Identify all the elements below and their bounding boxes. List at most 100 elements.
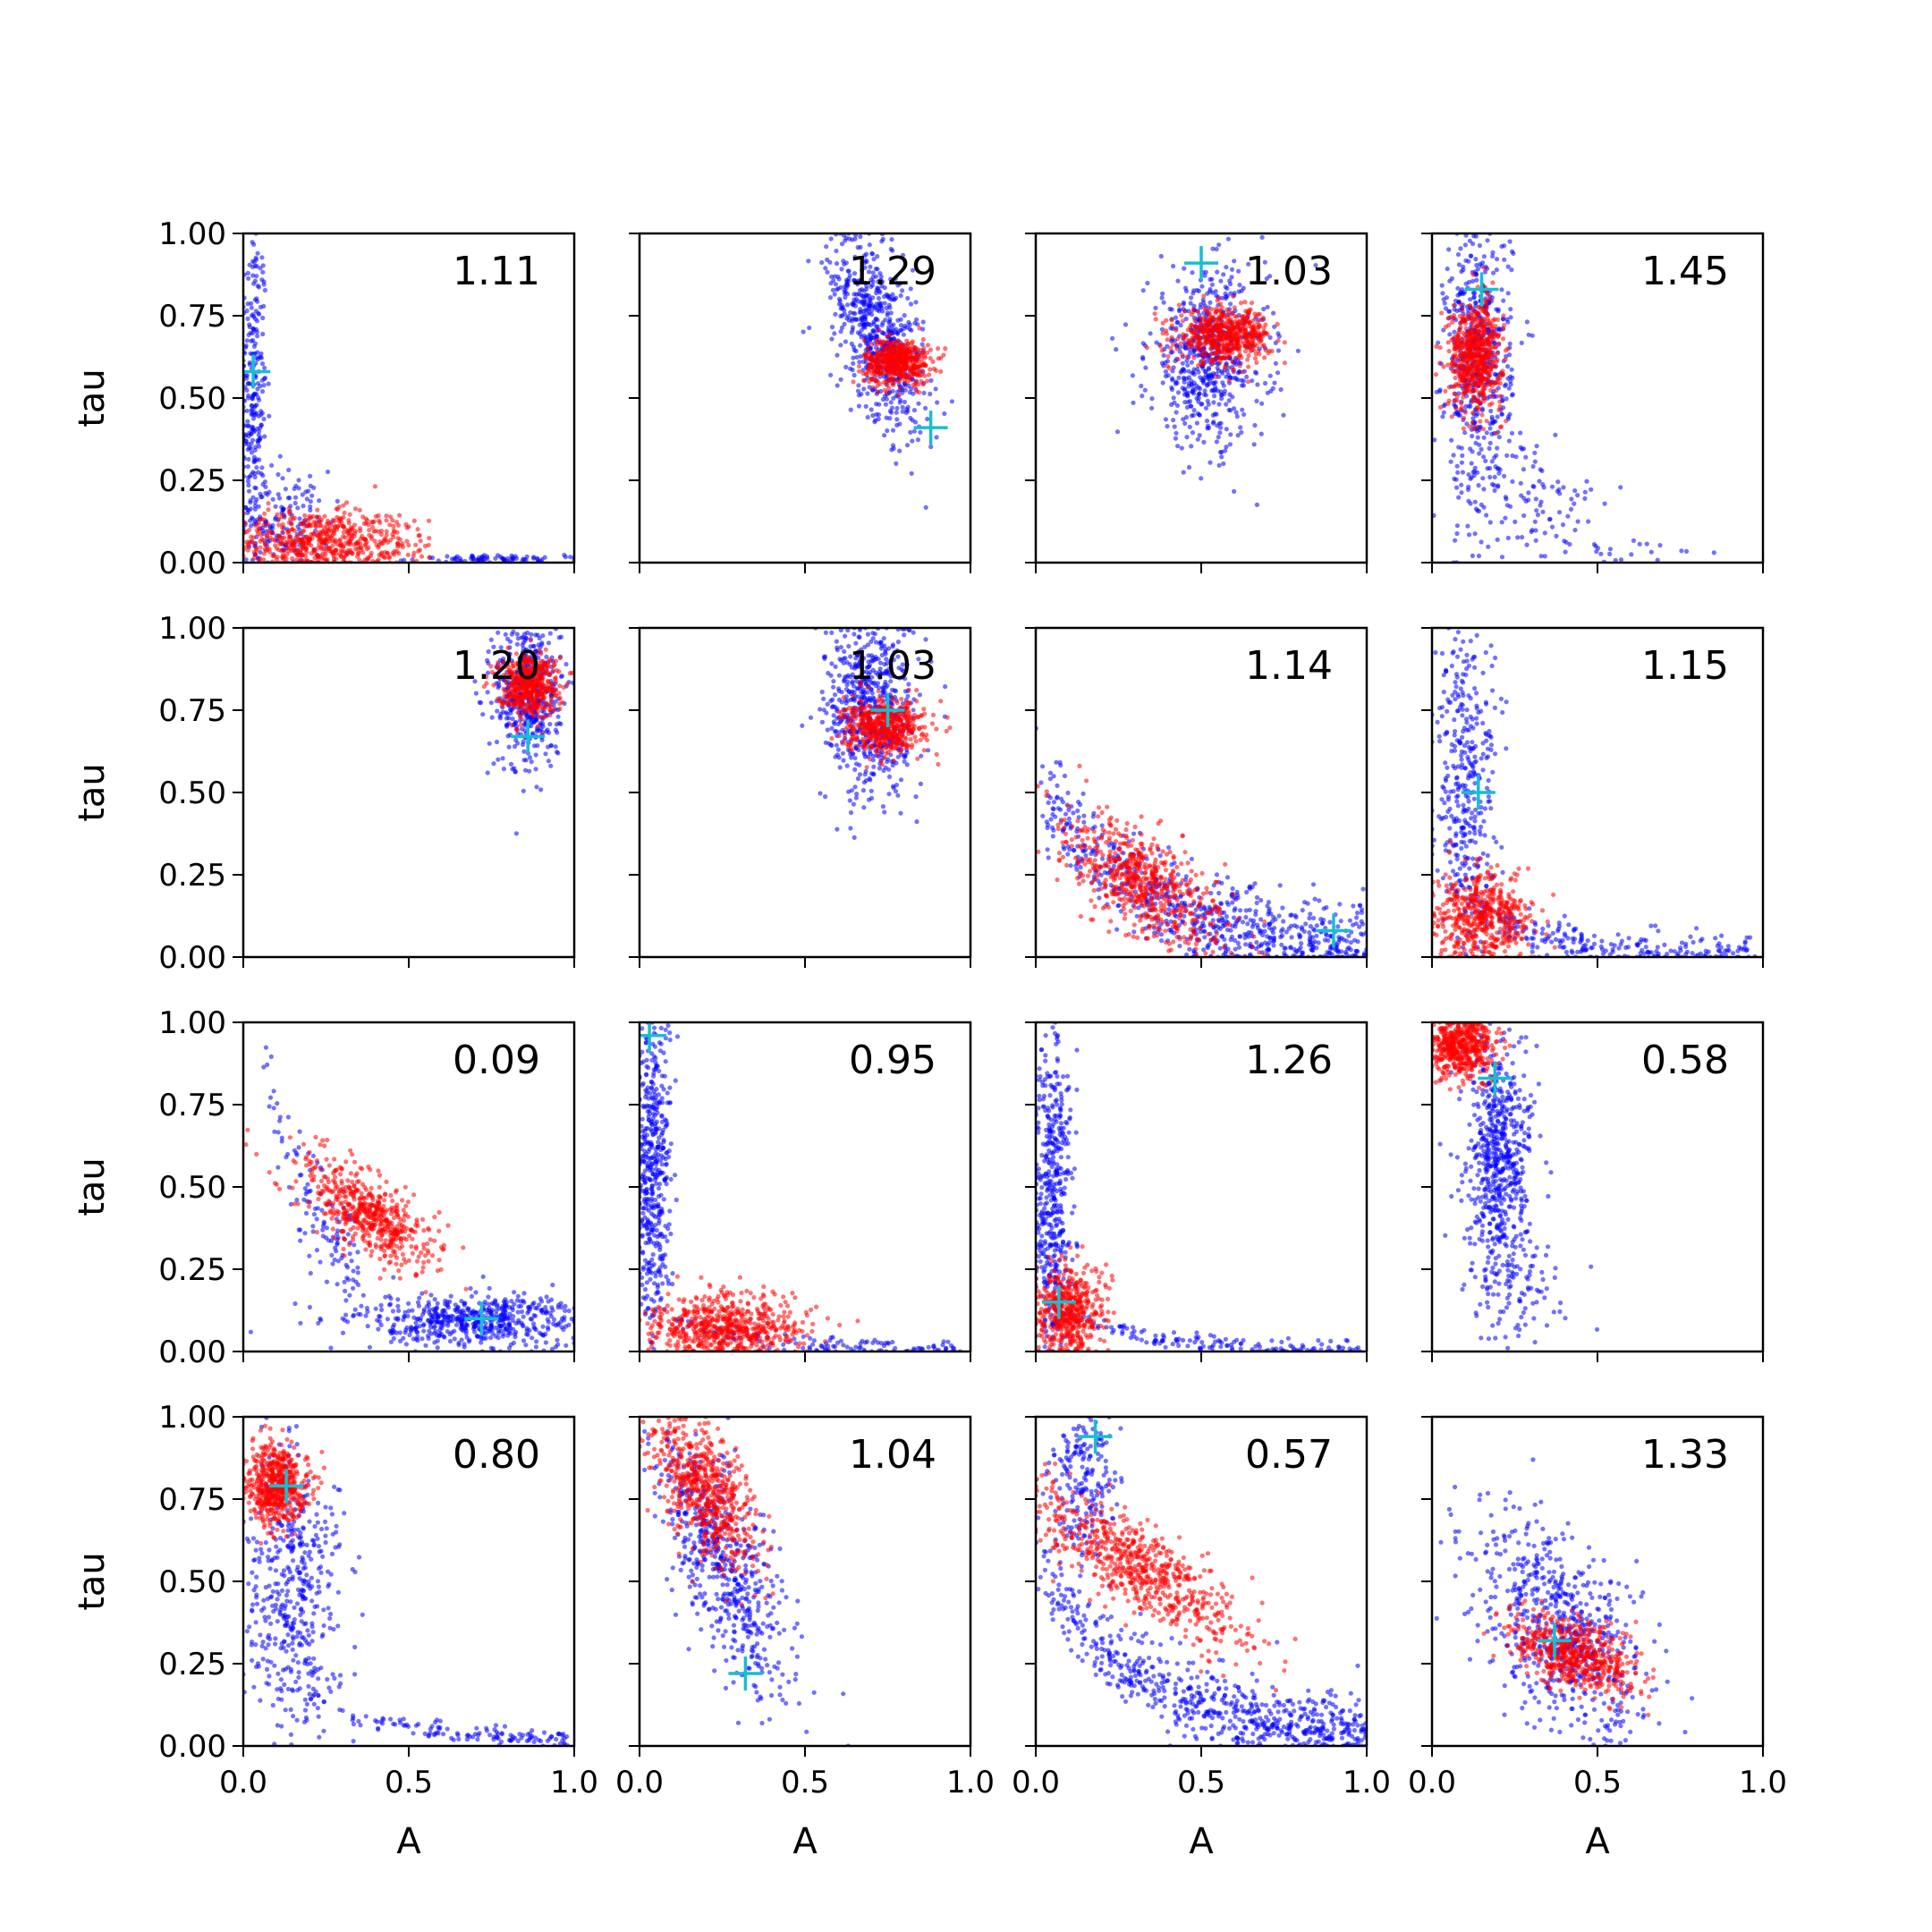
point-red xyxy=(1275,321,1280,326)
point-red xyxy=(377,520,383,526)
point-blue xyxy=(1171,365,1176,370)
point-blue xyxy=(1441,410,1446,415)
point-blue xyxy=(1216,402,1222,407)
point-blue xyxy=(261,383,267,388)
point-blue xyxy=(1505,319,1511,325)
point-blue xyxy=(854,354,860,360)
point-red xyxy=(358,541,363,547)
point-blue xyxy=(1483,458,1488,463)
point-red xyxy=(406,524,411,530)
point-blue xyxy=(1572,528,1578,533)
point-red xyxy=(930,359,936,364)
point-blue xyxy=(1197,412,1202,418)
point-red xyxy=(1462,410,1468,415)
point-blue xyxy=(1215,269,1220,275)
point-blue xyxy=(832,292,837,297)
point-blue xyxy=(1189,360,1194,365)
point-blue xyxy=(1466,403,1471,409)
point-blue xyxy=(1208,460,1213,465)
point-red xyxy=(1470,341,1475,346)
point-blue xyxy=(1219,454,1224,460)
point-blue xyxy=(1504,453,1510,458)
point-red xyxy=(867,350,872,355)
point-red xyxy=(919,368,925,374)
point-blue xyxy=(909,470,914,476)
point-red xyxy=(1470,355,1475,360)
point-red xyxy=(1245,379,1250,385)
point-red xyxy=(1494,387,1499,394)
point-red xyxy=(352,506,359,512)
point-blue xyxy=(1235,433,1241,438)
point-blue xyxy=(1440,414,1445,419)
point-blue xyxy=(889,297,894,302)
point-red xyxy=(1217,360,1223,365)
point-blue xyxy=(258,549,263,555)
point-blue xyxy=(563,555,569,560)
point-blue xyxy=(1183,345,1189,352)
point-blue xyxy=(1447,278,1453,284)
point-blue xyxy=(247,324,252,330)
point-blue xyxy=(842,308,847,313)
point-blue xyxy=(249,515,255,521)
point-red xyxy=(907,368,912,373)
point-red xyxy=(1464,348,1470,353)
point-blue xyxy=(250,273,256,278)
point-blue xyxy=(259,255,265,260)
point-blue xyxy=(1538,499,1544,504)
point-blue xyxy=(514,641,521,647)
point-blue xyxy=(531,555,537,561)
point-blue xyxy=(898,323,904,328)
point-red xyxy=(422,543,428,549)
point-blue xyxy=(908,429,913,435)
point-red xyxy=(256,526,261,531)
point-red xyxy=(886,357,892,363)
point-blue xyxy=(1508,504,1513,509)
point-red xyxy=(896,352,902,357)
point-blue xyxy=(877,290,883,295)
point-blue xyxy=(1475,428,1480,434)
point-blue xyxy=(487,741,492,746)
point-red xyxy=(1479,305,1485,310)
point-blue xyxy=(873,274,879,279)
point-red xyxy=(369,519,375,525)
point-blue xyxy=(1196,288,1202,293)
point-blue xyxy=(895,318,901,323)
point-blue xyxy=(907,390,913,395)
point-blue xyxy=(861,253,868,258)
point-red xyxy=(875,383,880,388)
point-blue xyxy=(1477,242,1482,249)
point-red xyxy=(1258,336,1264,343)
point-red xyxy=(908,354,913,360)
point-blue xyxy=(1203,405,1208,411)
point-blue xyxy=(928,444,934,450)
point-blue xyxy=(1495,445,1500,451)
point-blue xyxy=(1271,310,1276,316)
point-blue xyxy=(257,397,262,402)
point-blue xyxy=(1254,398,1259,403)
point-red xyxy=(261,522,267,528)
point-red xyxy=(1488,387,1494,394)
point-red xyxy=(1469,368,1474,373)
point-blue xyxy=(1481,487,1487,492)
point-blue xyxy=(250,470,256,475)
point-blue xyxy=(897,400,902,405)
point-blue xyxy=(1494,394,1499,399)
point-blue xyxy=(1278,386,1284,393)
point-blue xyxy=(1140,394,1145,399)
point-blue xyxy=(1172,424,1177,429)
point-blue xyxy=(1505,291,1511,296)
point-red xyxy=(928,355,933,361)
point-red xyxy=(1225,325,1231,330)
point-red xyxy=(1497,394,1503,399)
point-red xyxy=(362,557,368,563)
point-red xyxy=(1464,371,1470,377)
point-red xyxy=(867,362,872,368)
point-blue xyxy=(261,303,267,309)
point-red xyxy=(298,549,303,555)
panel-3: 1.03 xyxy=(1025,232,1368,573)
point-blue xyxy=(1471,472,1477,479)
point-blue xyxy=(1582,489,1588,495)
point-blue xyxy=(1214,439,1219,445)
point-blue xyxy=(261,282,267,287)
point-blue xyxy=(486,648,491,655)
